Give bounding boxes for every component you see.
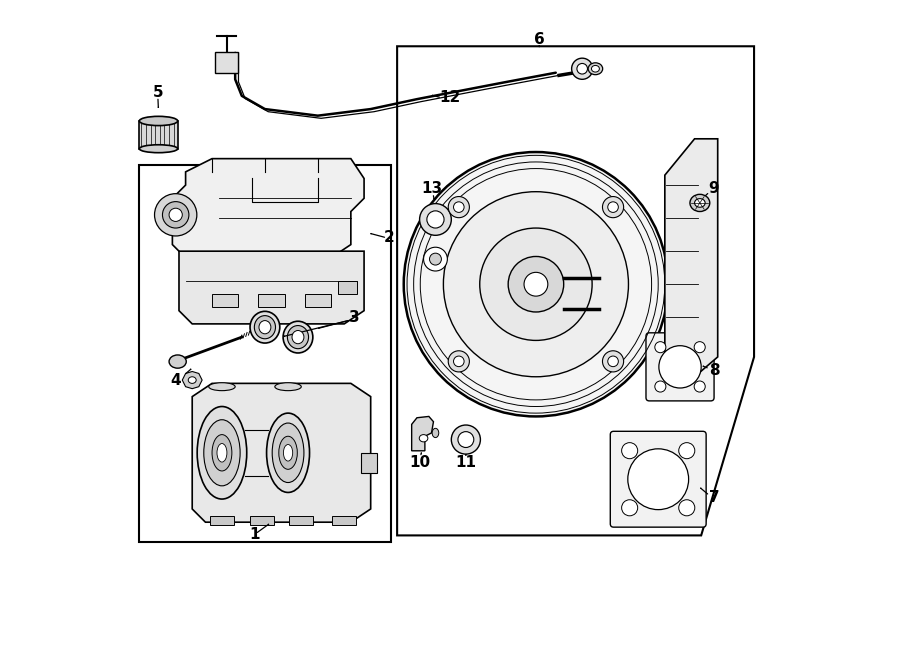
Text: 3: 3 <box>349 310 359 325</box>
Ellipse shape <box>274 383 302 391</box>
Ellipse shape <box>287 326 309 349</box>
Ellipse shape <box>284 321 313 353</box>
Ellipse shape <box>419 434 428 442</box>
Text: 8: 8 <box>709 363 720 377</box>
Ellipse shape <box>284 444 292 461</box>
Circle shape <box>448 351 470 372</box>
Text: 13: 13 <box>421 181 442 196</box>
Circle shape <box>169 208 183 221</box>
Bar <box>140 121 177 149</box>
Circle shape <box>451 425 481 454</box>
Circle shape <box>454 202 464 212</box>
Bar <box>290 516 313 525</box>
Ellipse shape <box>690 194 710 212</box>
Ellipse shape <box>197 407 247 499</box>
Ellipse shape <box>203 420 240 486</box>
Circle shape <box>659 346 701 388</box>
Text: 1: 1 <box>250 527 260 541</box>
Ellipse shape <box>217 444 227 462</box>
Bar <box>258 294 284 307</box>
Circle shape <box>508 256 563 312</box>
Polygon shape <box>665 139 717 377</box>
Ellipse shape <box>188 377 196 383</box>
Ellipse shape <box>292 330 304 344</box>
Circle shape <box>622 443 638 459</box>
Ellipse shape <box>169 355 186 368</box>
Circle shape <box>679 500 695 516</box>
Text: 9: 9 <box>707 181 718 196</box>
Bar <box>215 52 238 73</box>
Bar <box>304 294 331 307</box>
Circle shape <box>608 202 618 212</box>
Ellipse shape <box>212 435 232 471</box>
Ellipse shape <box>695 198 705 208</box>
Ellipse shape <box>432 428 439 438</box>
Bar <box>249 516 274 525</box>
Ellipse shape <box>255 316 275 338</box>
Circle shape <box>448 196 470 217</box>
Circle shape <box>622 500 638 516</box>
Circle shape <box>163 202 189 228</box>
Polygon shape <box>411 416 434 451</box>
Circle shape <box>404 152 668 416</box>
Ellipse shape <box>591 65 599 72</box>
Circle shape <box>454 356 464 367</box>
Bar <box>338 281 357 294</box>
Circle shape <box>602 196 624 217</box>
Ellipse shape <box>272 423 304 483</box>
Circle shape <box>155 194 197 236</box>
Circle shape <box>429 253 441 265</box>
Circle shape <box>602 351 624 372</box>
Polygon shape <box>173 159 364 258</box>
Ellipse shape <box>588 63 603 75</box>
Circle shape <box>524 272 548 296</box>
Circle shape <box>424 247 447 271</box>
Polygon shape <box>397 46 754 535</box>
Bar <box>140 165 391 542</box>
Circle shape <box>655 381 666 392</box>
Circle shape <box>628 449 688 510</box>
Bar <box>361 453 377 473</box>
Circle shape <box>572 58 593 79</box>
Text: 10: 10 <box>410 455 431 470</box>
Text: 12: 12 <box>439 91 461 105</box>
Circle shape <box>608 356 618 367</box>
Bar <box>332 516 356 525</box>
Circle shape <box>419 204 451 235</box>
Polygon shape <box>179 251 364 324</box>
Circle shape <box>577 63 588 74</box>
Ellipse shape <box>209 383 235 391</box>
Text: 7: 7 <box>709 490 720 504</box>
FancyBboxPatch shape <box>646 332 714 401</box>
Circle shape <box>655 342 666 353</box>
Circle shape <box>444 192 628 377</box>
Circle shape <box>694 342 706 353</box>
Text: 2: 2 <box>383 231 394 245</box>
Circle shape <box>480 228 592 340</box>
Ellipse shape <box>266 413 310 492</box>
Polygon shape <box>193 383 371 522</box>
Bar <box>212 294 238 307</box>
Circle shape <box>679 443 695 459</box>
Polygon shape <box>183 371 202 389</box>
Circle shape <box>694 381 706 392</box>
Text: 11: 11 <box>455 455 476 470</box>
Text: 6: 6 <box>534 32 544 47</box>
Circle shape <box>427 211 444 228</box>
Text: 4: 4 <box>170 373 181 387</box>
Ellipse shape <box>140 116 177 126</box>
Ellipse shape <box>279 436 297 469</box>
Circle shape <box>458 432 473 447</box>
Bar <box>210 516 234 525</box>
Ellipse shape <box>140 145 177 153</box>
Ellipse shape <box>259 321 271 334</box>
Ellipse shape <box>250 311 280 343</box>
Text: 5: 5 <box>152 85 163 100</box>
FancyBboxPatch shape <box>610 431 706 527</box>
